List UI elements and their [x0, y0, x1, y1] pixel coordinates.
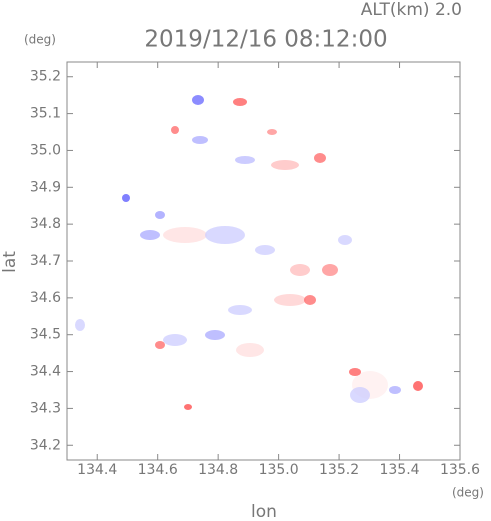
altitude-label: ALT(km) 2.0 [361, 0, 462, 20]
echo [271, 160, 299, 170]
y-tick-label: 34.8 [30, 216, 61, 232]
y-tick-label: 34.2 [30, 437, 61, 453]
y-tick-label: 34.9 [30, 179, 61, 195]
x-axis-label: lon [251, 502, 277, 521]
echo [322, 264, 338, 276]
x-tick-label: 135.0 [259, 462, 299, 478]
echo [236, 343, 264, 357]
y-tick-label: 35.0 [30, 142, 61, 158]
y-tick-label: 34.5 [30, 327, 61, 343]
y-unit: (deg) [24, 33, 56, 47]
y-tick-label: 34.4 [30, 364, 61, 380]
y-tick-label: 35.2 [30, 69, 61, 85]
y-tick-label: 35.1 [30, 106, 61, 122]
echo [192, 136, 208, 144]
echo [233, 98, 247, 106]
echo [235, 156, 255, 164]
echo [205, 330, 225, 340]
echo [163, 334, 187, 346]
echo [75, 319, 85, 331]
echo [192, 95, 204, 105]
x-tick-label: 134.6 [138, 462, 178, 478]
x-tick-label: 135.4 [379, 462, 419, 478]
echo [350, 387, 370, 403]
echo [304, 295, 316, 305]
echo [122, 194, 130, 202]
echo [255, 245, 275, 255]
echo [205, 226, 245, 244]
plot-frame [66, 61, 461, 461]
echo [184, 404, 192, 410]
y-tick-label: 34.6 [30, 290, 61, 306]
echo [155, 341, 165, 349]
x-tick-label: 135.6 [440, 462, 480, 478]
echo [338, 235, 352, 245]
x-tick-label: 135.2 [319, 462, 359, 478]
y-axis-label: lat [0, 251, 20, 273]
echo [314, 153, 326, 163]
echo [267, 129, 277, 135]
echo [228, 305, 252, 315]
x-tick-label: 134.8 [198, 462, 238, 478]
radar-echoes [75, 95, 423, 410]
chart-title: 2019/12/16 08:12:00 [144, 27, 387, 53]
echo [155, 211, 165, 219]
x-tick-label: 134.4 [77, 462, 117, 478]
echo [274, 294, 306, 306]
echo [163, 227, 207, 243]
x-unit: (deg) [452, 486, 484, 500]
echo [389, 386, 401, 394]
echo [290, 264, 310, 276]
y-tick-label: 34.3 [30, 400, 61, 416]
echo [171, 126, 179, 134]
y-tick-label: 34.7 [30, 253, 61, 269]
echo [140, 230, 160, 240]
echo [349, 368, 361, 376]
echo [413, 381, 423, 391]
